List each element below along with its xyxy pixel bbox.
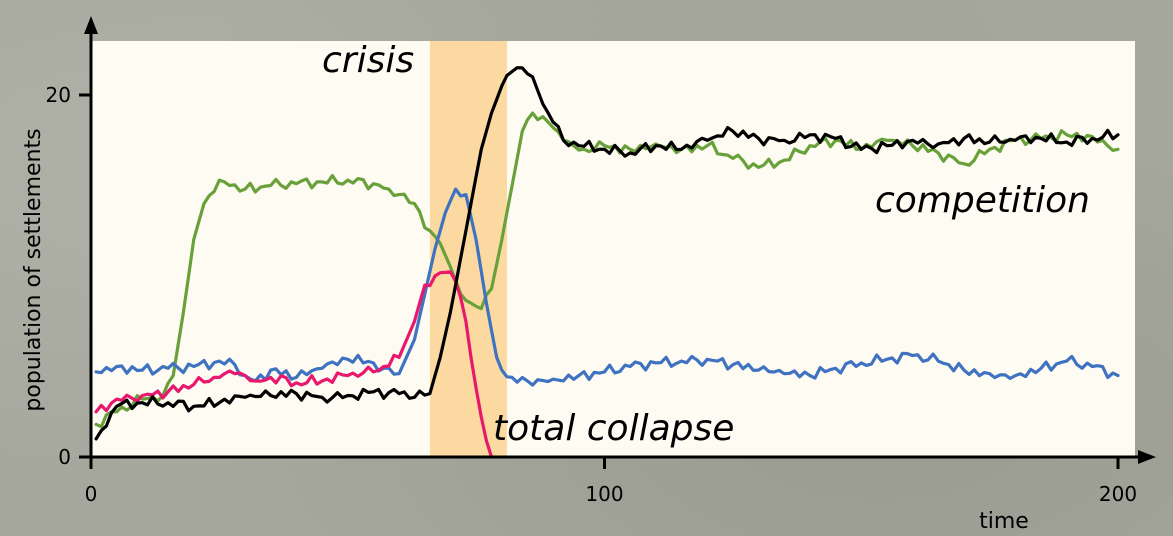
x-axis-label: time bbox=[979, 509, 1029, 534]
series-line-4 bbox=[94, 66, 1120, 441]
series-line-1 bbox=[94, 111, 1120, 429]
y-axis-arrow bbox=[84, 16, 98, 34]
annotation-total-collapse: total collapse bbox=[493, 408, 734, 449]
annotation-competition: competition bbox=[875, 180, 1090, 221]
x-tick-label: 200 bbox=[1099, 482, 1137, 506]
plot-area bbox=[91, 41, 1135, 457]
y-axis-label: population of settlements bbox=[21, 128, 46, 411]
y-tick-label: 0 bbox=[58, 445, 71, 469]
series-line-3 bbox=[94, 270, 494, 459]
series-layer bbox=[94, 66, 1120, 459]
tick-layer: 0 100 200 0 20 bbox=[46, 83, 1138, 506]
annotation-crisis: crisis bbox=[322, 40, 414, 81]
y-tick-label: 20 bbox=[46, 83, 71, 107]
x-tick-label: 100 bbox=[585, 482, 623, 506]
x-axis-arrow bbox=[1138, 450, 1156, 464]
x-tick-label: 0 bbox=[85, 482, 98, 506]
